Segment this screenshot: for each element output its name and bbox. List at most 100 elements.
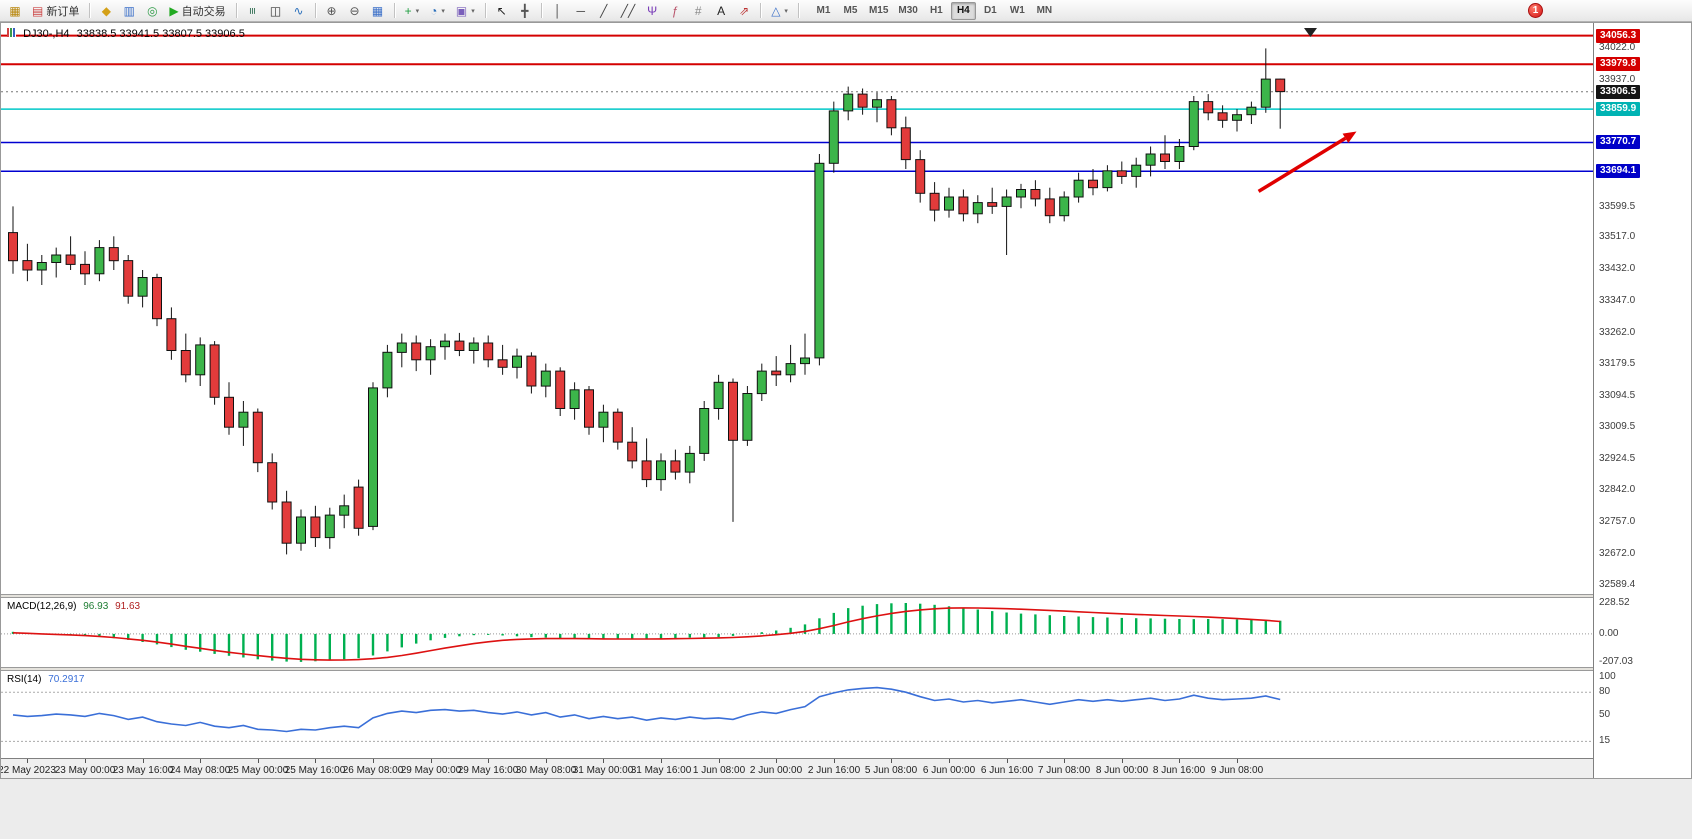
new-order-button[interactable]: ▤ 新订单 <box>27 1 84 21</box>
axis-tick: 33094.5 <box>1599 390 1636 401</box>
chart-window: DJ30-,H4 33838.5 33941.5 33807.5 33906.5… <box>0 22 1692 779</box>
rsi-panel[interactable] <box>1 671 1593 758</box>
templates-button[interactable]: ▣ ▾ <box>451 1 480 21</box>
crosshair-icon-glyph: ╋ <box>521 3 529 18</box>
price-axis[interactable]: 34022.0 33937.0 33599.5 33517.0 33432.0 33347… <box>1593 23 1691 778</box>
axis-tick: 34022.0 <box>1599 42 1636 53</box>
time-tick <box>1007 759 1008 763</box>
price-badge: 33770.7 <box>1596 135 1641 149</box>
zoom-in-icon[interactable]: ⊕ <box>321 1 343 21</box>
trendline-icon-glyph: ╱ <box>600 3 608 18</box>
tile-windows-icon[interactable]: ▦ <box>367 1 389 21</box>
toolbar-separator <box>235 3 237 18</box>
timeframe-m1-button[interactable]: M1 <box>816 4 831 16</box>
price-badge: 34056.3 <box>1596 29 1641 43</box>
shapes-button[interactable]: △ ▾ <box>766 1 793 21</box>
timeframe-d1-button[interactable]: D1 <box>983 4 997 16</box>
time-label: 8 Jun 16:00 <box>1152 765 1206 776</box>
time-label: 24 May 08:00 <box>169 765 231 776</box>
channel-icon-glyph: ╱╱ <box>620 3 636 18</box>
time-tick <box>1064 759 1065 763</box>
price-badge: 33859.9 <box>1596 102 1641 116</box>
time-tick <box>373 759 374 763</box>
time-label: 5 Jun 08:00 <box>864 765 918 776</box>
templates-icon: ▣ <box>455 3 468 18</box>
candles-chart-icon[interactable]: ◫ <box>265 1 287 21</box>
time-axis[interactable]: 22 May 2023 23 May 00:00 23 May 16:00 24 Ma… <box>0 758 1593 778</box>
data-window-icon[interactable]: ▥ <box>118 1 140 21</box>
templates-button-dropdown-icon[interactable]: ▾ <box>471 7 475 15</box>
market-watch-icon[interactable]: ◆ <box>95 1 117 21</box>
chart-symbol-icon <box>7 28 16 37</box>
shapes-button-dropdown-icon[interactable]: ▾ <box>784 7 788 15</box>
timeframe-m15-button[interactable]: M15 <box>868 4 889 16</box>
time-tick <box>258 759 259 763</box>
indicators-button[interactable]: + ▾ <box>400 1 425 21</box>
hline-icon[interactable]: ─ <box>570 1 592 21</box>
shapes-icon: △ <box>771 3 781 18</box>
time-label: 23 May 00:00 <box>54 765 116 776</box>
notification-badge[interactable]: 1 <box>1528 3 1543 18</box>
autotrading-button[interactable]: ▶ 自动交易 <box>164 1 230 21</box>
time-tick <box>891 759 892 763</box>
time-label: 25 May 00:00 <box>227 765 289 776</box>
macd-splitter[interactable] <box>1 594 1691 598</box>
time-tick <box>949 759 950 763</box>
chart-header: DJ30-,H4 33838.5 33941.5 33807.5 33906.5 <box>7 28 249 40</box>
time-tick <box>546 759 547 763</box>
price-chart[interactable] <box>1 23 1593 594</box>
axis-tick: -207.03 <box>1599 656 1633 667</box>
fibonacci-icon[interactable]: ƒ <box>664 1 686 21</box>
timeframe-h1-button[interactable]: H1 <box>929 4 943 16</box>
timeframe-h4-button[interactable]: H4 <box>950 1 976 20</box>
pitchfork-icon[interactable]: Ψ <box>641 1 663 21</box>
chart-window-icon[interactable]: ▦ <box>4 1 26 21</box>
autotrading-button-label: 自动交易 <box>181 5 226 18</box>
crosshair-icon[interactable]: ╋ <box>514 1 536 21</box>
text-icon[interactable]: A <box>710 1 732 21</box>
new-order-button-label: 新订单 <box>46 5 80 18</box>
time-tick <box>315 759 316 763</box>
rsi-value: 70.2917 <box>48 674 85 685</box>
time-tick <box>200 759 201 763</box>
axis-tick: 33937.0 <box>1599 74 1636 85</box>
channel-icon[interactable]: ╱╱ <box>616 1 640 21</box>
vline-icon[interactable]: │ <box>547 1 569 21</box>
time-label: 29 May 16:00 <box>457 765 519 776</box>
trendline-icon[interactable]: ╱ <box>593 1 615 21</box>
zoom-out-icon[interactable]: ⊖ <box>344 1 366 21</box>
axis-tick: 32672.0 <box>1599 548 1636 559</box>
macd-header: MACD(12,26,9) 96.93 91.63 <box>7 601 144 612</box>
time-label: 23 May 16:00 <box>112 765 174 776</box>
bars-chart-icon[interactable]: ≡ <box>242 1 264 21</box>
timeframe-m5-button[interactable]: M5 <box>843 4 858 16</box>
axis-tick: 33517.0 <box>1599 231 1636 242</box>
periods-button[interactable]: ◔ ▾ <box>425 1 450 21</box>
rsi-splitter[interactable] <box>1 667 1691 671</box>
candles-chart-icon-glyph: ◫ <box>269 3 282 18</box>
time-label: 22 May 2023 <box>0 765 56 776</box>
timeframe-w1-button[interactable]: W1 <box>1009 4 1025 16</box>
timeframe-m30-button[interactable]: M30 <box>898 4 918 16</box>
macd-panel[interactable] <box>1 598 1593 667</box>
line-chart-icon[interactable]: ∿ <box>288 1 310 21</box>
indicators-button-dropdown-icon[interactable]: ▾ <box>415 7 420 15</box>
periods-button-dropdown-icon[interactable]: ▾ <box>441 7 445 15</box>
toolbar-separator <box>760 3 762 18</box>
cursor-icon[interactable]: ↖ <box>491 1 513 21</box>
timeframe-mn-button[interactable]: MN <box>1036 4 1053 16</box>
time-tick <box>1179 759 1180 763</box>
gann-icon-glyph: # <box>694 3 702 18</box>
time-tick <box>1122 759 1123 763</box>
timeframe-toolbar: M1 M5 M15 M30 H1 H4 D1 W1 MN <box>810 1 1058 20</box>
fibonacci-icon-glyph: ƒ <box>671 3 679 18</box>
market-watch-icon-glyph: ◆ <box>101 3 111 18</box>
time-tick <box>27 759 28 763</box>
axis-tick: 0.00 <box>1599 628 1619 639</box>
axis-tick: 33599.5 <box>1599 201 1636 212</box>
text-icon-glyph: A <box>717 3 726 18</box>
gann-icon[interactable]: # <box>687 1 709 21</box>
arrows-icon[interactable]: ⇗ <box>733 1 755 21</box>
navigator-icon[interactable]: ◎ <box>141 1 163 21</box>
indicators-icon: + <box>404 3 412 18</box>
